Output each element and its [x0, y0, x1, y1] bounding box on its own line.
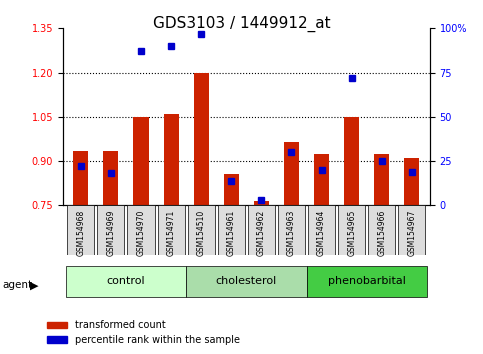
Bar: [224, 175, 239, 205]
Bar: [374, 154, 389, 205]
Text: GSM154971: GSM154971: [167, 209, 176, 256]
Text: control: control: [107, 276, 145, 286]
Text: GSM154969: GSM154969: [106, 209, 115, 256]
Bar: [307, 266, 427, 297]
Text: GSM154967: GSM154967: [407, 209, 416, 256]
Bar: [284, 142, 299, 205]
Text: phenobarbital: phenobarbital: [328, 276, 406, 286]
Text: GSM154966: GSM154966: [377, 209, 386, 256]
Text: GDS3103 / 1449912_at: GDS3103 / 1449912_at: [153, 16, 330, 32]
Bar: [133, 117, 149, 205]
Text: cholesterol: cholesterol: [216, 276, 277, 286]
Bar: [404, 158, 419, 205]
Bar: [278, 205, 305, 255]
Bar: [314, 154, 329, 205]
Bar: [186, 266, 307, 297]
Bar: [188, 205, 215, 255]
Bar: [218, 205, 245, 255]
Bar: [368, 205, 395, 255]
Text: GSM154968: GSM154968: [76, 209, 85, 256]
Text: ▶: ▶: [30, 281, 39, 291]
Bar: [164, 114, 179, 205]
Bar: [67, 205, 94, 255]
Text: GSM154962: GSM154962: [257, 209, 266, 256]
Text: GSM154961: GSM154961: [227, 209, 236, 256]
Text: GSM154963: GSM154963: [287, 209, 296, 256]
Bar: [157, 205, 185, 255]
Text: GSM154510: GSM154510: [197, 209, 206, 256]
Text: GSM154970: GSM154970: [137, 209, 145, 256]
Bar: [344, 117, 359, 205]
Bar: [66, 266, 186, 297]
Bar: [73, 151, 88, 205]
Bar: [98, 205, 125, 255]
Bar: [128, 205, 155, 255]
Bar: [254, 201, 269, 205]
Text: GSM154964: GSM154964: [317, 209, 326, 256]
Text: agent: agent: [2, 280, 32, 290]
Bar: [194, 73, 209, 205]
Text: GSM154965: GSM154965: [347, 209, 356, 256]
Legend: transformed count, percentile rank within the sample: transformed count, percentile rank withi…: [43, 316, 243, 349]
Bar: [103, 151, 118, 205]
Bar: [338, 205, 365, 255]
Bar: [398, 205, 426, 255]
Bar: [248, 205, 275, 255]
Bar: [308, 205, 335, 255]
